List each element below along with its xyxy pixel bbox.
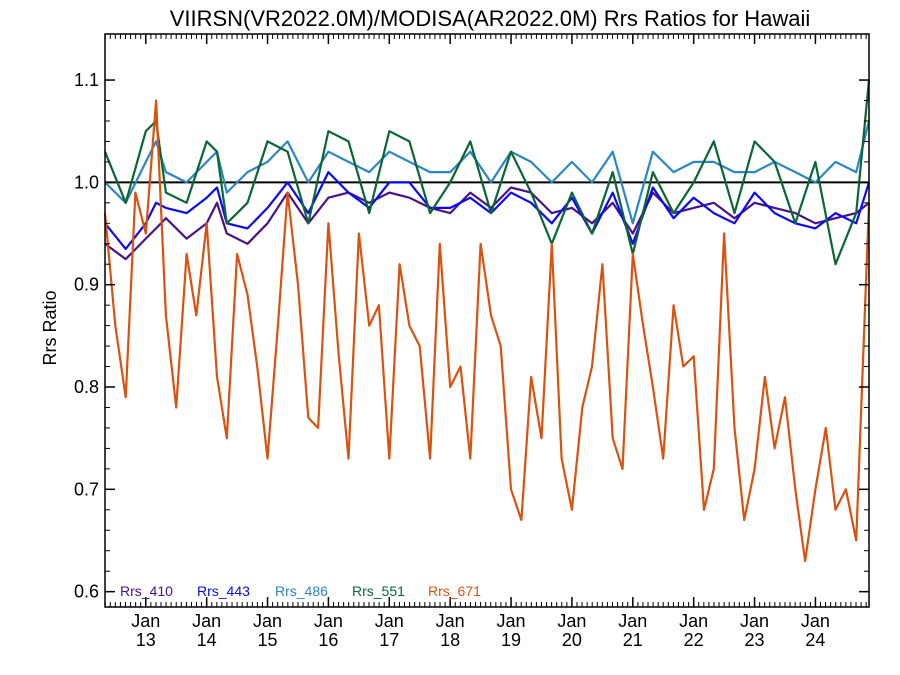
x-tick-label-year: 13 <box>136 630 156 650</box>
x-tick-label-month: Jan <box>314 611 343 631</box>
x-tick-label-month: Jan <box>740 611 769 631</box>
y-tick-label: 1.0 <box>74 172 99 192</box>
legend-item-rrs_671: Rrs_671 <box>428 583 481 599</box>
plot-frame <box>104 33 870 608</box>
x-tick-label-year: 15 <box>258 630 278 650</box>
y-axis-label: Rrs Ratio <box>40 290 60 365</box>
series-line-rrs_486 <box>104 120 871 225</box>
x-tick-label-year: 18 <box>440 630 460 650</box>
x-tick-label-month: Jan <box>375 611 404 631</box>
axis-layer: 0.60.70.80.91.01.1Jan13Jan14Jan15Jan16Ja… <box>74 34 869 650</box>
x-tick-label-month: Jan <box>131 611 160 631</box>
series-line-rrs_671 <box>103 99 871 563</box>
series-line-rrs_551 <box>103 79 871 266</box>
legend-item-rrs_551: Rrs_551 <box>352 583 405 599</box>
x-tick-label-month: Jan <box>253 611 282 631</box>
x-tick-label-month: Jan <box>557 611 586 631</box>
x-tick-label-year: 20 <box>562 630 582 650</box>
x-tick-label-month: Jan <box>436 611 465 631</box>
y-tick-label: 0.7 <box>74 479 99 499</box>
y-tick-label: 1.1 <box>74 70 99 90</box>
x-tick-label-year: 24 <box>805 630 825 650</box>
series-line-rrs_443 <box>104 171 871 250</box>
x-tick-label-month: Jan <box>192 611 221 631</box>
legend-item-rrs_443: Rrs_443 <box>197 583 250 599</box>
legend: Rrs_410 Rrs_443 Rrs_486 Rrs_551 Rrs_671 <box>120 583 481 599</box>
y-tick-label: 0.6 <box>74 582 99 602</box>
x-tick-label-year: 17 <box>379 630 399 650</box>
x-tick-label-year: 19 <box>501 630 521 650</box>
x-tick-label-month: Jan <box>801 611 830 631</box>
legend-item-rrs_486: Rrs_486 <box>275 583 328 599</box>
y-tick-label: 0.8 <box>74 377 99 397</box>
y-tick-label: 0.9 <box>74 275 99 295</box>
x-tick-label-month: Jan <box>679 611 708 631</box>
x-tick-label-year: 21 <box>623 630 643 650</box>
x-tick-label-year: 22 <box>684 630 704 650</box>
x-tick-label-year: 23 <box>745 630 765 650</box>
x-tick-label-month: Jan <box>497 611 526 631</box>
x-tick-label-month: Jan <box>618 611 647 631</box>
legend-item-rrs_410: Rrs_410 <box>120 583 173 599</box>
chart-title: VIIRSN(VR2022.0M)/MODISA(AR2022.0M) Rrs … <box>170 6 811 31</box>
x-tick-label-year: 16 <box>318 630 338 650</box>
x-tick-label-year: 14 <box>197 630 217 650</box>
series-layer <box>103 79 871 563</box>
